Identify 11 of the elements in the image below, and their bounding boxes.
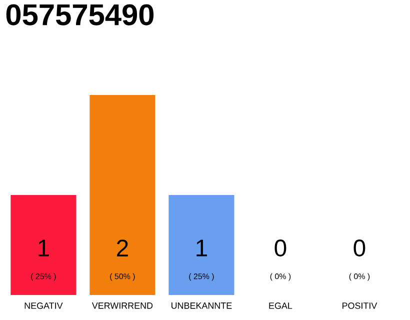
- x-tick-label: VERWIRREND: [92, 302, 153, 309]
- data-label: 1: [196, 240, 207, 256]
- data-label: 0: [274, 240, 286, 256]
- chart-title: 057575490: [6, 4, 154, 26]
- x-tick-label: NEGATIV: [24, 302, 63, 309]
- data-label: 2: [117, 240, 128, 256]
- x-tick-label: POSITIV: [342, 302, 378, 309]
- data-label: 0: [354, 240, 366, 256]
- data-label: 1: [38, 240, 49, 256]
- x-tick-label: UNBEKANNTE: [171, 302, 232, 309]
- x-tick-label: EGAL: [269, 302, 292, 309]
